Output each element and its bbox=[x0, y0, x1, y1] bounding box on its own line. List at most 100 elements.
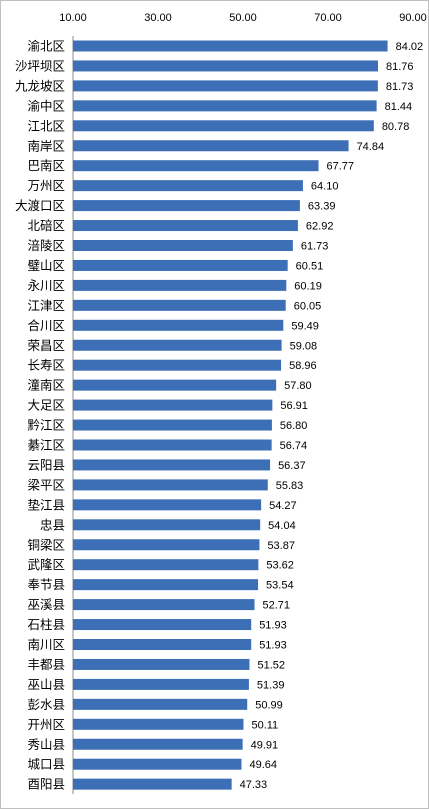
bar bbox=[73, 479, 268, 491]
data-label: 57.80 bbox=[284, 380, 312, 392]
bar bbox=[73, 459, 271, 471]
data-label: 51.93 bbox=[259, 620, 287, 632]
category-label: 大足区 bbox=[27, 399, 65, 413]
data-label: 56.91 bbox=[280, 400, 308, 412]
x-tick-label: 30.00 bbox=[144, 12, 172, 24]
bar bbox=[73, 778, 232, 790]
bar bbox=[73, 738, 243, 750]
category-label: 沙坪坝区 bbox=[15, 59, 65, 73]
data-label: 53.87 bbox=[267, 540, 295, 552]
category-label: 江津区 bbox=[27, 299, 65, 313]
category-label: 九龙坡区 bbox=[15, 79, 65, 93]
data-label: 61.73 bbox=[301, 241, 329, 253]
data-label: 63.39 bbox=[308, 201, 336, 213]
data-label: 60.51 bbox=[296, 260, 324, 272]
bar bbox=[73, 60, 378, 72]
bar bbox=[73, 539, 260, 551]
data-label: 50.11 bbox=[251, 719, 278, 731]
data-label: 59.08 bbox=[290, 340, 318, 352]
category-label: 城口县 bbox=[27, 758, 65, 772]
data-label: 60.19 bbox=[294, 280, 322, 292]
bar bbox=[73, 658, 250, 670]
bar bbox=[73, 758, 242, 770]
data-label: 84.02 bbox=[396, 41, 424, 53]
category-label: 石柱县 bbox=[27, 617, 65, 632]
category-label: 彭水县 bbox=[27, 698, 65, 712]
bar bbox=[73, 599, 255, 611]
bar bbox=[73, 619, 252, 631]
category-label: 永川区 bbox=[27, 279, 65, 293]
data-label: 81.44 bbox=[385, 101, 413, 113]
bar bbox=[73, 180, 303, 192]
data-label: 54.04 bbox=[268, 520, 296, 532]
bar bbox=[73, 80, 378, 92]
category-label: 南川区 bbox=[27, 637, 65, 652]
data-label: 49.91 bbox=[251, 739, 279, 751]
category-label: 丰都县 bbox=[27, 658, 65, 672]
category-label: 荣昌区 bbox=[27, 339, 65, 353]
data-label: 50.99 bbox=[255, 699, 283, 711]
bar bbox=[73, 100, 377, 112]
bar bbox=[73, 319, 284, 331]
data-label: 80.78 bbox=[382, 121, 410, 133]
data-label: 51.39 bbox=[257, 679, 285, 691]
bar bbox=[73, 299, 286, 311]
bar bbox=[73, 220, 298, 232]
bar bbox=[73, 240, 293, 251]
data-label: 56.74 bbox=[280, 440, 308, 452]
category-label: 合川区 bbox=[27, 318, 65, 333]
data-label: 64.10 bbox=[311, 181, 339, 193]
category-label: 綦江区 bbox=[27, 439, 65, 453]
category-label: 梁平区 bbox=[27, 477, 65, 492]
bar bbox=[73, 279, 287, 291]
bar bbox=[73, 499, 262, 511]
bar bbox=[73, 718, 244, 730]
bar bbox=[73, 698, 248, 710]
bar bbox=[73, 519, 261, 531]
bar bbox=[73, 160, 319, 172]
category-label: 云阳县 bbox=[27, 458, 65, 472]
bar bbox=[73, 40, 388, 52]
bar bbox=[73, 639, 252, 650]
category-label: 奉节县 bbox=[27, 578, 65, 592]
data-label: 49.64 bbox=[249, 759, 277, 771]
category-label: 忠县 bbox=[40, 518, 65, 532]
data-label: 59.49 bbox=[291, 320, 319, 332]
category-label: 铜梁区 bbox=[27, 537, 65, 552]
data-label: 51.52 bbox=[257, 659, 285, 671]
data-label: 54.27 bbox=[269, 500, 297, 512]
data-label: 52.71 bbox=[263, 600, 291, 612]
category-label: 北碚区 bbox=[27, 218, 65, 233]
category-label: 秀山县 bbox=[27, 738, 65, 752]
x-tick-label: 10.00 bbox=[59, 12, 87, 24]
category-label: 巴南区 bbox=[27, 158, 65, 173]
data-label: 67.77 bbox=[327, 161, 355, 173]
category-label: 垫江县 bbox=[27, 497, 65, 512]
bar bbox=[73, 439, 272, 451]
bar bbox=[73, 259, 288, 271]
category-label: 渝中区 bbox=[27, 98, 65, 113]
bar bbox=[73, 419, 272, 431]
data-label: 58.96 bbox=[289, 360, 317, 372]
category-label: 巫溪县 bbox=[27, 598, 65, 612]
data-label: 60.05 bbox=[294, 300, 322, 312]
category-label: 涪陵区 bbox=[27, 238, 65, 253]
category-label: 潼南区 bbox=[27, 378, 65, 393]
bar bbox=[73, 339, 282, 351]
data-label: 81.73 bbox=[386, 81, 414, 93]
data-label: 55.83 bbox=[276, 480, 304, 492]
x-tick-label: 70.00 bbox=[314, 12, 342, 24]
category-label: 璧山区 bbox=[27, 258, 65, 273]
data-label: 51.93 bbox=[259, 640, 287, 652]
data-label: 74.84 bbox=[357, 141, 385, 153]
bar bbox=[73, 140, 349, 152]
data-label: 56.80 bbox=[280, 420, 308, 432]
bar bbox=[73, 579, 259, 591]
category-label: 万州区 bbox=[27, 179, 65, 193]
bar bbox=[73, 379, 277, 391]
category-label: 南岸区 bbox=[27, 138, 65, 153]
category-label: 渝北区 bbox=[27, 39, 65, 54]
bar bbox=[73, 678, 249, 690]
category-label: 江北区 bbox=[27, 119, 65, 133]
